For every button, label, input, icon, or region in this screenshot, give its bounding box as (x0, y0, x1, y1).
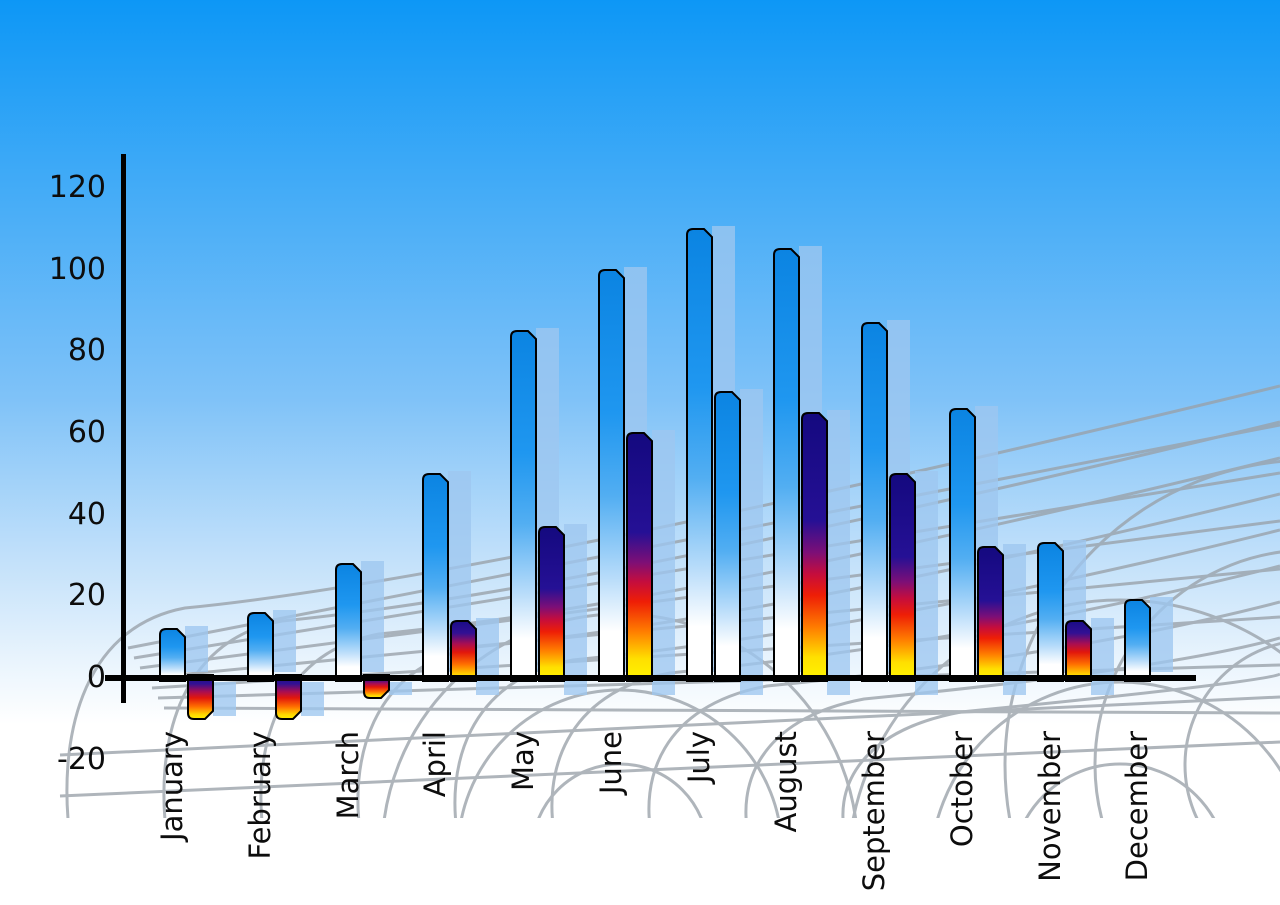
bar-march-primary (335, 563, 362, 682)
x-axis-label-july: July (682, 731, 716, 784)
bar-august-secondary-shadow (827, 410, 850, 695)
bar-october-secondary (977, 546, 1004, 682)
y-axis-line (121, 154, 126, 703)
y-axis-tick-80: 80 (67, 333, 106, 369)
bar-march-secondary-shadow (389, 682, 412, 695)
y-axis-tick-0: 0 (86, 660, 106, 695)
x-axis-line (105, 675, 1196, 681)
bar-april-secondary-shadow (476, 618, 499, 695)
x-axis-label-november: November (1033, 731, 1067, 882)
y-axis-tick-60: 60 (67, 415, 106, 450)
x-axis-label-december: December (1120, 731, 1154, 882)
x-axis-label-january: January (155, 731, 189, 841)
bar-april-secondary (450, 620, 477, 682)
bar-october-primary (949, 408, 976, 682)
y-axis-tick-120: 120 (48, 170, 106, 205)
bar-february-primary-shadow (273, 610, 296, 672)
bar-july-secondary (714, 391, 741, 682)
bar-february-primary (247, 612, 274, 682)
y-axis-tick-40: 40 (67, 496, 106, 532)
bar-february-secondary-shadow (301, 682, 324, 716)
bar-may-secondary (538, 526, 565, 682)
bar-august-secondary (801, 412, 828, 682)
bar-february-secondary (275, 674, 302, 720)
bar-january-primary (159, 628, 186, 682)
bar-june-secondary (626, 432, 653, 682)
bar-january-secondary-shadow (213, 682, 236, 716)
bar-january-primary-shadow (185, 626, 208, 672)
axes (105, 154, 1196, 703)
bar-november-secondary-shadow (1091, 618, 1114, 695)
x-axis-label-october: October (945, 731, 979, 848)
x-axis-label-august: August (769, 731, 803, 833)
bar-september-secondary-shadow (915, 471, 938, 695)
x-axis-label-september: September (857, 731, 891, 892)
bar-april-primary (422, 473, 449, 682)
y-axis-tick--20: -20 (57, 741, 106, 777)
bar-september-primary (861, 322, 888, 682)
bar-march-primary-shadow (361, 561, 384, 672)
bar-june-primary (598, 269, 625, 682)
x-axis-label-march: March (331, 731, 365, 820)
bar-july-primary (686, 228, 713, 682)
bar-august-primary (773, 248, 800, 682)
bar-july-secondary-shadow (740, 389, 763, 695)
bars (159, 228, 1151, 720)
bar-december-primary (1124, 599, 1151, 682)
y-axis-tick-20: 20 (67, 578, 106, 614)
bar-november-primary (1037, 542, 1064, 682)
bar-october-secondary-shadow (1003, 544, 1026, 695)
bar-may-primary (510, 330, 537, 682)
bar-january-secondary (187, 674, 214, 720)
y-axis-tick-100: 100 (48, 251, 106, 287)
bar-may-secondary-shadow (564, 524, 587, 695)
bar-june-secondary-shadow (652, 430, 675, 695)
x-axis-label-february: February (243, 731, 277, 860)
x-axis-label-may: May (506, 731, 540, 791)
bar-december-primary-shadow (1150, 597, 1173, 672)
bar-november-secondary (1065, 620, 1092, 682)
x-axis-label-april: April (418, 731, 452, 798)
bar-september-secondary (889, 473, 916, 682)
x-axis-label-june: June (594, 731, 628, 795)
